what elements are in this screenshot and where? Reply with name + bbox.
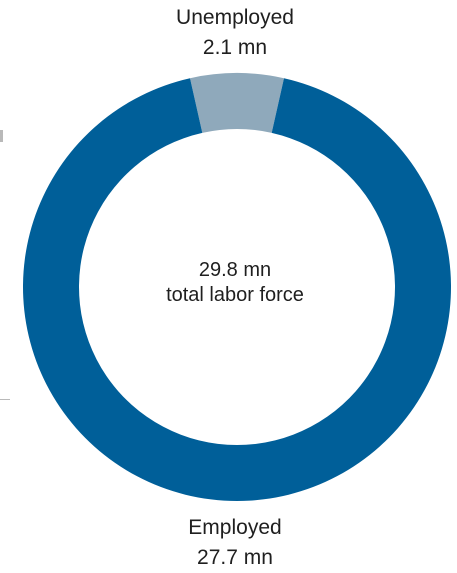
donut-slices: [22, 73, 451, 502]
employed-value: 27.7 mn: [197, 546, 273, 569]
cropped-edge-divider: [0, 399, 10, 400]
donut-center-label: 29.8 mn total labor force: [100, 258, 370, 308]
unemployed-name: Unemployed: [176, 6, 294, 29]
unemployed-slice-label: Unemployed 2.1 mn: [0, 3, 457, 63]
unemployed-value: 2.1 mn: [202, 36, 268, 59]
employed-name: Employed: [188, 516, 282, 539]
unemployed-slice: [190, 73, 284, 133]
employed-slice-label: Employed 27.7 mn: [0, 513, 457, 573]
total-value: 29.8 mn: [198, 259, 272, 281]
total-caption: total labor force: [166, 284, 304, 306]
cropped-edge-mark: [0, 130, 3, 142]
